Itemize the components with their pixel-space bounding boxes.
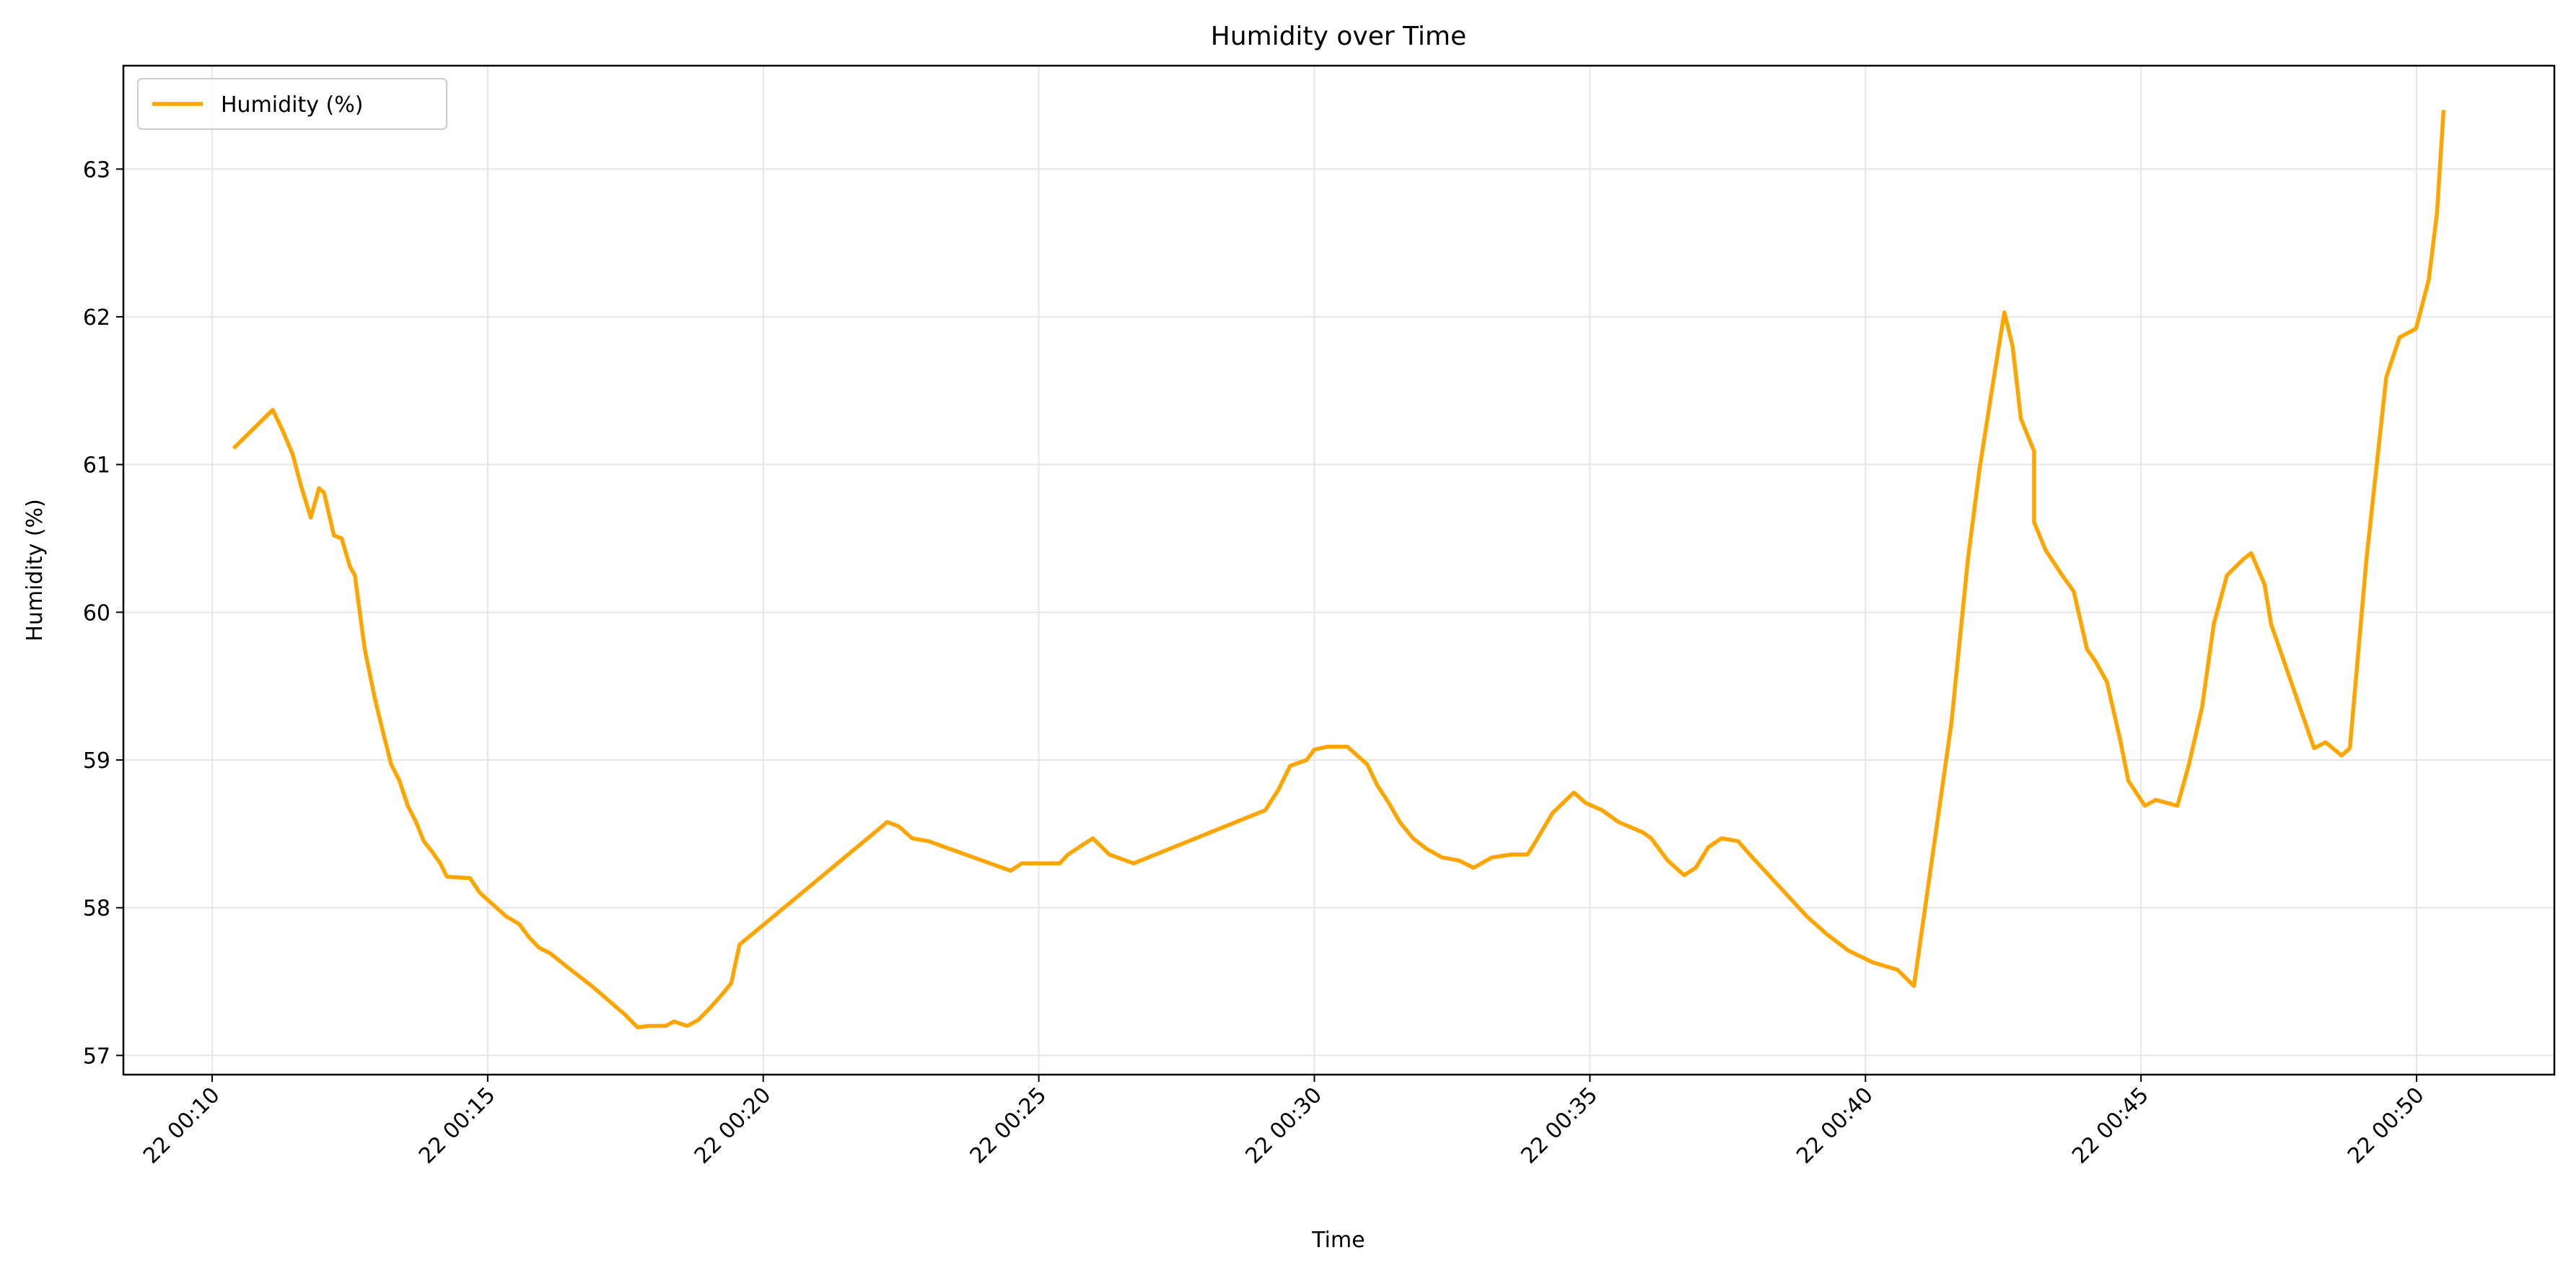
y-tick-label: 63	[83, 157, 110, 183]
y-axis-label: Humidity (%)	[22, 499, 48, 641]
y-tick-label: 57	[83, 1044, 110, 1069]
y-tick-label: 58	[83, 896, 110, 922]
data-line	[232, 110, 2446, 1030]
plot-frame	[122, 64, 2556, 1076]
y-tick-label: 61	[83, 453, 110, 478]
y-tick-label: 59	[83, 748, 110, 774]
y-tick-label: 62	[83, 305, 110, 331]
legend-box	[137, 78, 447, 130]
y-tick-label: 60	[83, 600, 110, 626]
x-axis-label: Time	[1311, 1228, 1364, 1253]
chart-title: Humidity over Time	[1211, 22, 1467, 51]
legend-label: Humidity (%)	[221, 92, 363, 118]
